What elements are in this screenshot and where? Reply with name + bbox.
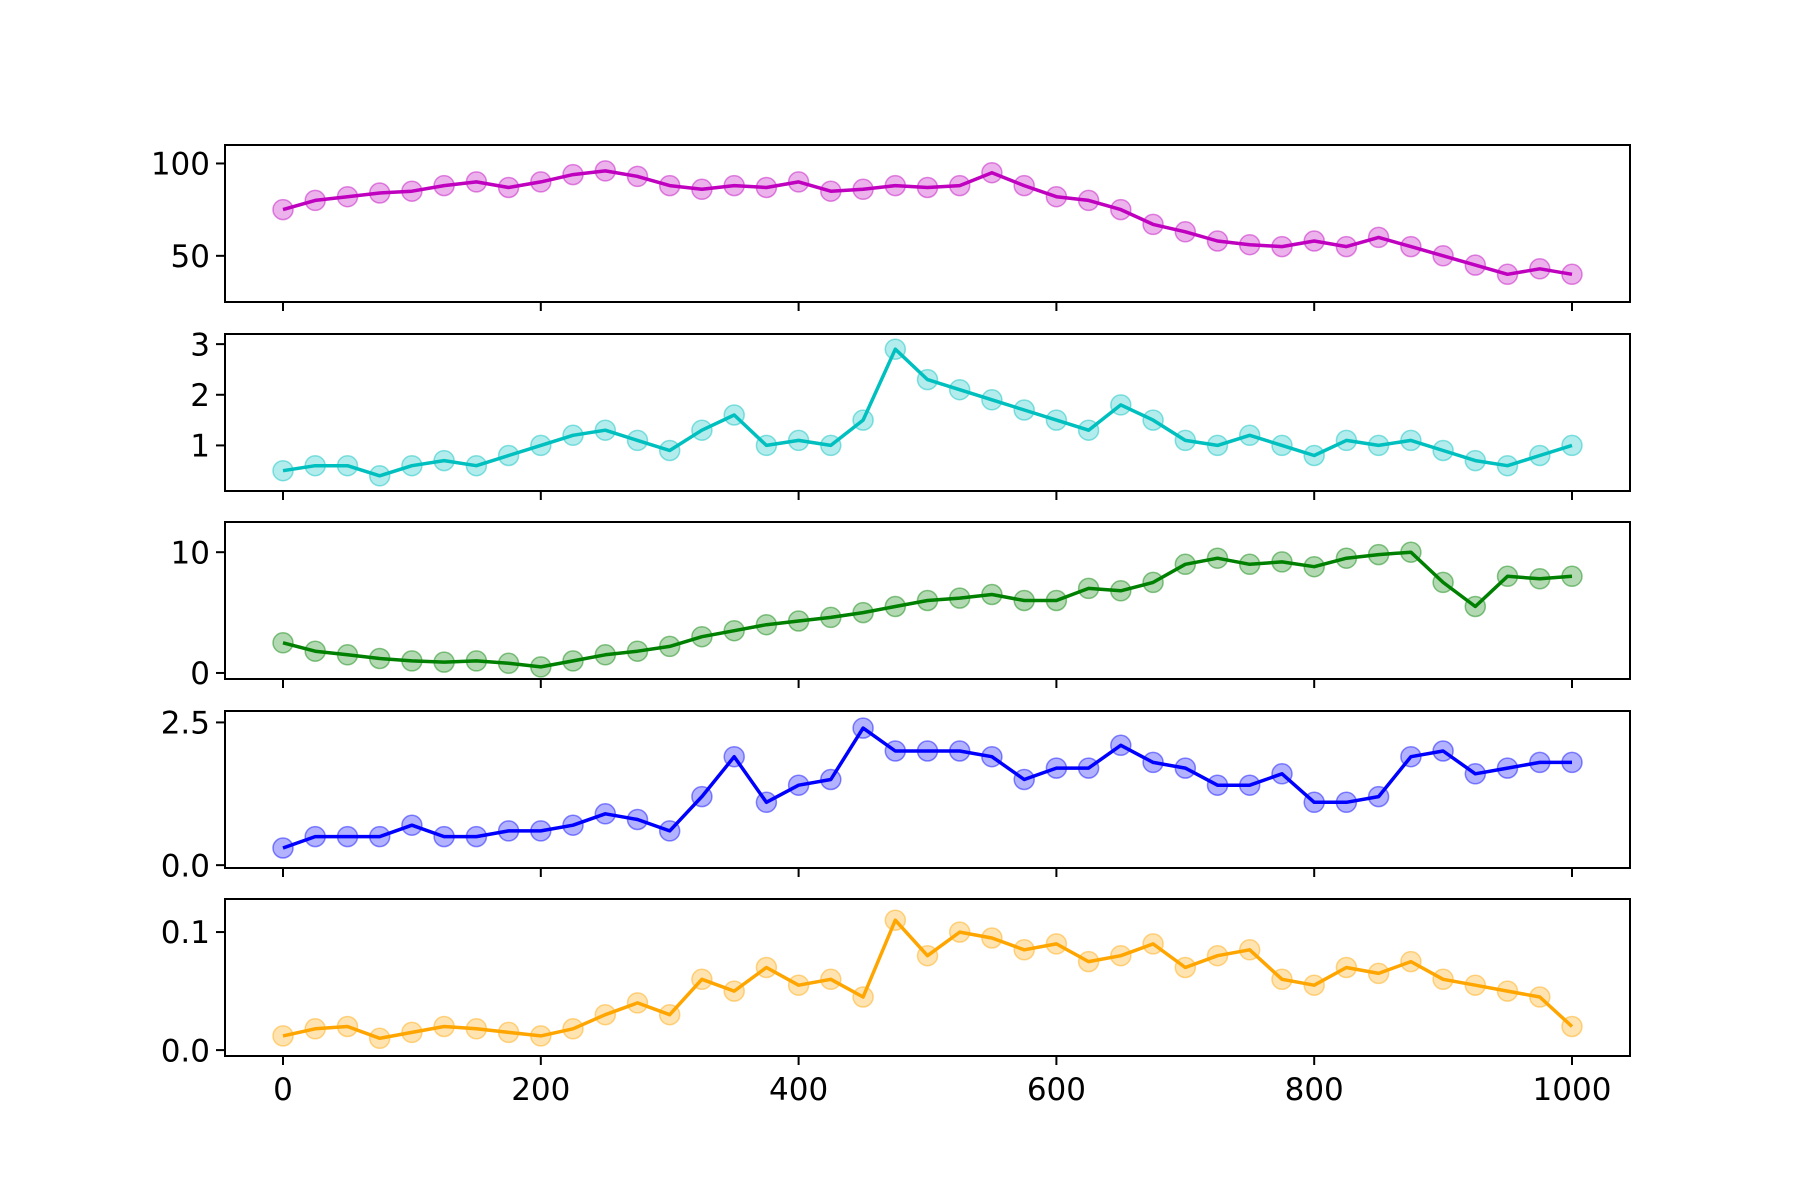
y-tick-label: 50 <box>171 239 210 275</box>
y-tick-label: 10 <box>171 535 210 571</box>
x-tick-label: 0 <box>273 1072 293 1108</box>
series-line <box>282 550 1573 669</box>
panel-3: 0 10 <box>171 521 1631 692</box>
y-tick-label: 100 <box>151 147 210 183</box>
axes-frame <box>224 144 1631 303</box>
y-tick-label: 0.1 <box>161 915 210 951</box>
panel-4: 0.0 2.5 <box>161 706 1631 884</box>
y-tick-label: 1 <box>190 429 210 465</box>
y-tick-label: 0 <box>190 656 210 692</box>
x-tick-label: 1000 <box>1533 1072 1612 1108</box>
axes-frame <box>224 333 1631 492</box>
x-tick-label: 200 <box>511 1072 570 1108</box>
y-tick-label: 2 <box>190 378 210 414</box>
x-tick-label: 800 <box>1285 1072 1344 1108</box>
axes-frame <box>224 898 1631 1057</box>
x-tick-label: 600 <box>1027 1072 1086 1108</box>
y-tick-label: 0.0 <box>161 1033 210 1069</box>
panel-1: 50 100 <box>151 144 1631 311</box>
series-line <box>282 169 1573 277</box>
series-line <box>282 918 1574 1041</box>
series-line <box>282 347 1573 478</box>
axes-frame <box>224 710 1631 869</box>
x-tick-label: 400 <box>769 1072 828 1108</box>
axes-frame <box>224 521 1631 680</box>
panel-5: 0.0 0.1 0 200 400 600 800 1000 <box>161 898 1631 1108</box>
y-tick-label: 2.5 <box>161 706 210 742</box>
y-tick-label: 3 <box>190 327 210 363</box>
y-tick-label: 0.0 <box>161 848 210 884</box>
panel-2: 1 2 3 <box>190 327 1631 500</box>
series-line <box>282 726 1572 850</box>
